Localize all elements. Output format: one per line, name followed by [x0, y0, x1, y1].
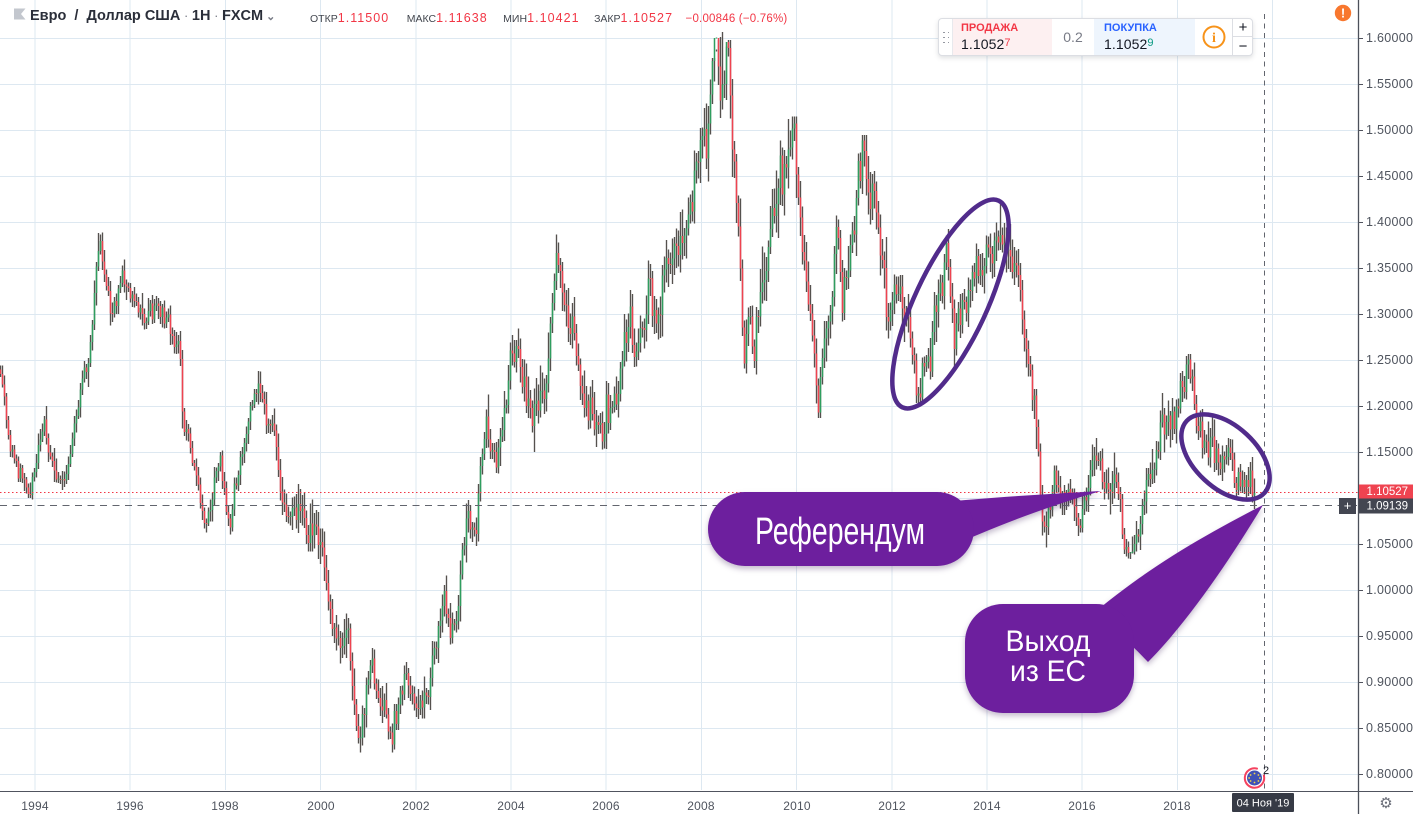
svg-text:1.40000: 1.40000 [1366, 215, 1413, 229]
svg-text:1994: 1994 [21, 799, 49, 813]
svg-text:1.00000: 1.00000 [1366, 583, 1413, 597]
svg-text:2006: 2006 [592, 799, 620, 813]
svg-text:1.60000: 1.60000 [1366, 31, 1413, 45]
svg-text:1998: 1998 [211, 799, 239, 813]
svg-text:1996: 1996 [116, 799, 144, 813]
svg-text:2010: 2010 [783, 799, 811, 813]
svg-text:2008: 2008 [687, 799, 715, 813]
svg-text:из ЕС: из ЕС [1010, 655, 1086, 688]
svg-text:2002: 2002 [402, 799, 430, 813]
svg-text:1.35000: 1.35000 [1366, 261, 1413, 275]
svg-text:0.95000: 0.95000 [1366, 629, 1413, 643]
svg-text:Выход: Выход [1006, 625, 1091, 658]
svg-text:1.55000: 1.55000 [1366, 77, 1413, 91]
svg-text:i: i [1212, 31, 1216, 46]
svg-text:⚙: ⚙ [1379, 795, 1392, 812]
svg-text:04 Ноя '19: 04 Ноя '19 [1237, 798, 1290, 810]
svg-text:1.15000: 1.15000 [1366, 445, 1413, 459]
svg-text:2012: 2012 [878, 799, 906, 813]
svg-text:1.20000: 1.20000 [1366, 399, 1413, 413]
svg-text:0.85000: 0.85000 [1366, 721, 1413, 735]
svg-text:0.80000: 0.80000 [1366, 767, 1413, 781]
svg-text:+: + [1344, 498, 1352, 513]
svg-text:2004: 2004 [497, 799, 525, 813]
svg-text:1.30000: 1.30000 [1366, 307, 1413, 321]
svg-text:1.05000: 1.05000 [1366, 537, 1413, 551]
svg-text:2: 2 [1263, 765, 1269, 777]
svg-text:0.90000: 0.90000 [1366, 675, 1413, 689]
svg-text:Референдум: Референдум [755, 511, 925, 553]
svg-text:1.10527: 1.10527 [1367, 486, 1409, 498]
svg-text:1.50000: 1.50000 [1366, 123, 1413, 137]
svg-text:2000: 2000 [307, 799, 335, 813]
svg-text:1.09139: 1.09139 [1367, 501, 1409, 513]
svg-text:1.25000: 1.25000 [1366, 353, 1413, 367]
svg-text:2016: 2016 [1068, 799, 1096, 813]
svg-text:!: ! [1341, 6, 1345, 21]
svg-text:2014: 2014 [973, 799, 1001, 813]
svg-text:2018: 2018 [1163, 799, 1191, 813]
svg-text:1.45000: 1.45000 [1366, 169, 1413, 183]
